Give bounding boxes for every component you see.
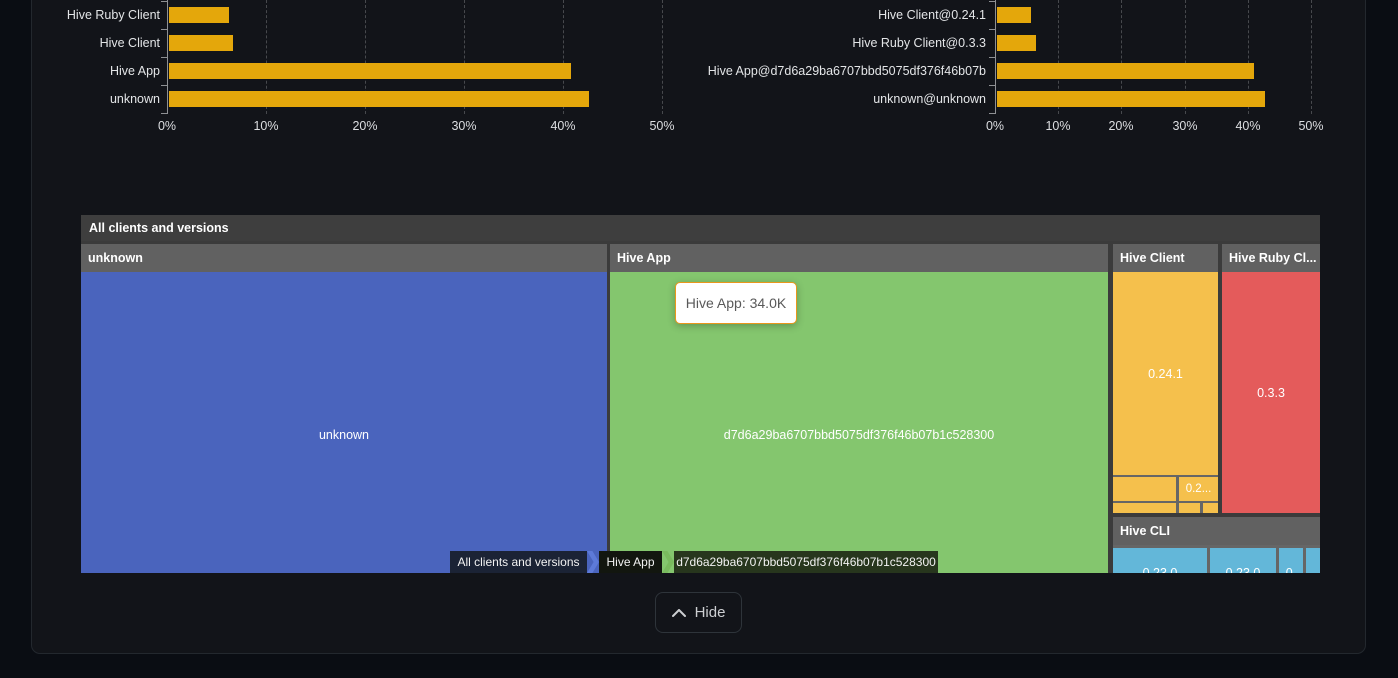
x-tick-label: 0% [985, 119, 1005, 133]
x-tick-label: 50% [1298, 119, 1324, 133]
treemap-section-header: Hive App [610, 244, 1108, 272]
bar[interactable] [997, 63, 1255, 79]
treemap-cell[interactable]: unknown [81, 272, 607, 573]
treemap-cell-label: 0. [1285, 565, 1297, 574]
x-tick-label: 10% [253, 119, 279, 133]
treemap-section-header: unknown [81, 244, 607, 272]
category-label: Hive Ruby Client@0.3.3 [852, 36, 986, 50]
axis-tick [989, 29, 995, 30]
treemap-section-hive-ruby-client[interactable]: Hive Ruby Cl... 0.3.3 [1222, 244, 1320, 513]
axis-tick [989, 85, 995, 86]
treemap-section-header: Hive Client [1113, 244, 1218, 272]
breadcrumb-item[interactable]: Hive App [599, 551, 662, 573]
x-tick-label: 20% [1108, 119, 1134, 133]
tooltip: Hive App: 34.0K [675, 282, 797, 324]
axis-tick [161, 29, 167, 30]
gridline [1311, 0, 1312, 114]
treemap: All clients and versions unknown unknown… [81, 215, 1320, 573]
treemap-cell-label: d7d6a29ba6707bbd5075df376f46b07b1c528300 [723, 427, 995, 442]
treemap-section-header: Hive CLI [1113, 517, 1320, 545]
bar[interactable] [169, 91, 589, 107]
gridline [1185, 0, 1186, 114]
axis-tick [161, 113, 167, 114]
x-tick-label: 0% [157, 119, 177, 133]
chevron-up-icon [671, 608, 686, 617]
gridline [1121, 0, 1122, 114]
treemap-section-hive-client[interactable]: Hive Client 0.24.1 0.2... [1113, 244, 1218, 513]
x-tick-label: 10% [1045, 119, 1071, 133]
treemap-cell-label: 0.2... [1185, 483, 1212, 495]
x-tick-label: 30% [1172, 119, 1198, 133]
x-tick-label: 40% [550, 119, 576, 133]
category-label: Hive App@d7d6a29ba6707bbd5075df376f46b07… [707, 64, 986, 78]
treemap-cell[interactable]: 0.23.0 [1210, 548, 1276, 573]
gridline [662, 0, 663, 114]
bar[interactable] [997, 7, 1032, 23]
axis-tick [161, 1, 167, 2]
bar[interactable] [169, 63, 571, 79]
treemap-cell-label: 0.23.0 [1225, 565, 1261, 574]
category-label: Hive Client [99, 36, 160, 50]
treemap-cell[interactable]: 0. [1279, 548, 1303, 573]
gridline [1058, 0, 1059, 114]
bar[interactable] [997, 35, 1037, 51]
treemap-cell-label: 0.24.1 [1148, 366, 1183, 381]
treemap-section-hive-cli[interactable]: Hive CLI 0.23.0 0.23.0 0. [1113, 517, 1320, 573]
hide-button[interactable]: Hide [655, 592, 742, 633]
bar[interactable] [169, 7, 230, 23]
gridline [995, 0, 996, 114]
hide-button-label: Hide [694, 604, 726, 621]
gridline [167, 0, 168, 114]
x-tick-label: 30% [451, 119, 477, 133]
category-label: Hive App [109, 64, 160, 78]
gridline [464, 0, 465, 114]
treemap-section-header: Hive Ruby Cl... [1222, 244, 1320, 272]
treemap-cell[interactable] [1179, 503, 1200, 513]
bar[interactable] [997, 91, 1265, 107]
gridline [365, 0, 366, 114]
treemap-cell-label: 0.23.0 [1142, 565, 1178, 574]
axis-tick [989, 57, 995, 58]
treemap-title: All clients and versions [81, 215, 1320, 241]
x-tick-label: 50% [649, 119, 675, 133]
x-tick-label: 20% [352, 119, 378, 133]
treemap-cell-label: 0.3.3 [1257, 385, 1285, 400]
treemap-cell[interactable] [1203, 503, 1218, 513]
treemap-section-unknown[interactable]: unknown unknown [81, 244, 607, 573]
treemap-cell[interactable] [1113, 503, 1176, 513]
x-tick-label: 40% [1235, 119, 1261, 133]
axis-tick [989, 113, 995, 114]
axis-tick [161, 85, 167, 86]
axis-tick [161, 57, 167, 58]
gridline [1248, 0, 1249, 114]
gridline [266, 0, 267, 114]
category-label: unknown@unknown [873, 92, 986, 106]
treemap-cell[interactable]: 0.2... [1179, 477, 1218, 501]
treemap-cell-label: unknown [318, 427, 370, 442]
treemap-cell[interactable]: 0.23.0 [1113, 548, 1207, 573]
treemap-cell[interactable]: 0.24.1 [1113, 272, 1218, 475]
treemap-cell-label [1113, 477, 1176, 501]
category-label: Hive Ruby Client [66, 8, 160, 22]
tooltip-text: Hive App: 34.0K [685, 295, 787, 311]
category-label: Hive Client@0.24.1 [878, 8, 986, 22]
bar[interactable] [169, 35, 234, 51]
breadcrumb-item[interactable]: d7d6a29ba6707bbd5075df376f46b07b1c528300 [674, 551, 938, 573]
gridline [563, 0, 564, 114]
breadcrumb-item[interactable]: All clients and versions [450, 551, 587, 573]
axis-tick [989, 1, 995, 2]
treemap-cell[interactable] [1113, 477, 1176, 501]
treemap-cell[interactable] [1306, 548, 1320, 573]
category-label: unknown [109, 92, 160, 106]
treemap-cell[interactable]: 0.3.3 [1222, 272, 1320, 513]
